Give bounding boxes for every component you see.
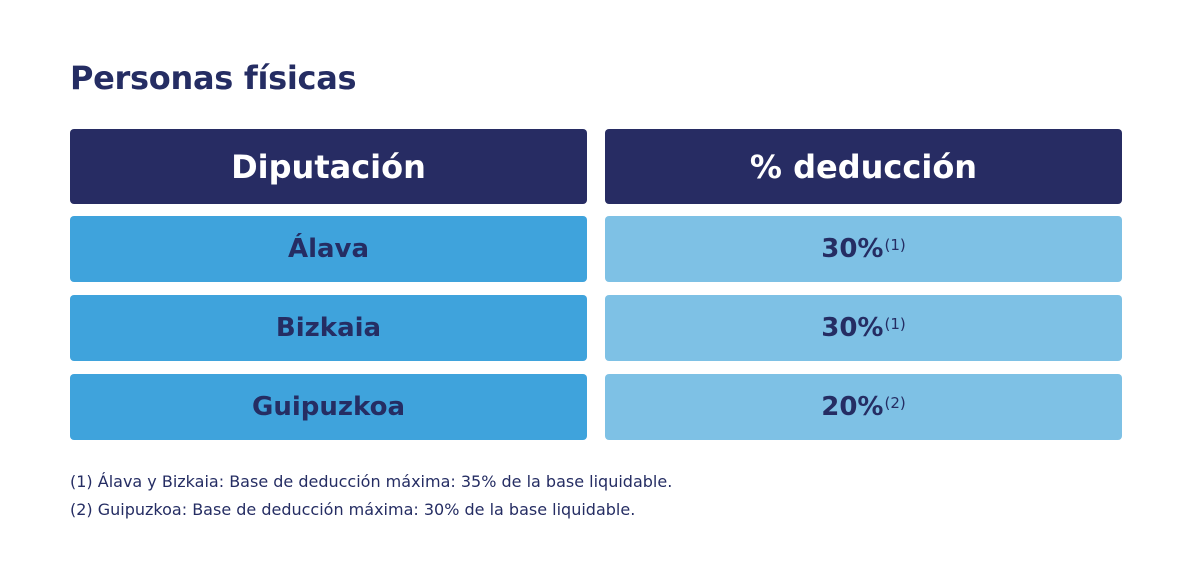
table-header-row: Diputación % deducción: [70, 129, 1122, 204]
deduction-cell: 30% (1): [605, 216, 1122, 282]
deduction-cell: 30% (1): [605, 295, 1122, 361]
footnote-1: (1) Álava y Bizkaia: Base de deducción m…: [70, 472, 673, 491]
header-diputacion: Diputación: [70, 129, 587, 204]
page-title: Personas físicas: [70, 59, 357, 97]
deduction-table: Diputación % deducción Álava 30% (1) Bizk…: [70, 129, 1122, 440]
deduction-value: 30%: [821, 313, 884, 343]
footnote-ref: (2): [884, 394, 906, 412]
footnotes: (1) Álava y Bizkaia: Base de deducción m…: [70, 468, 672, 524]
footnote-ref: (1): [884, 315, 906, 333]
header-deduccion: % deducción: [605, 129, 1122, 204]
footnote-2: (2) Guipuzkoa: Base de deducción máxima:…: [70, 500, 636, 519]
region-cell: Bizkaia: [70, 295, 587, 361]
region-cell: Álava: [70, 216, 587, 282]
table-row: Guipuzkoa 20% (2): [70, 374, 1122, 440]
deduction-value: 30%: [821, 234, 884, 264]
deduction-cell: 20% (2): [605, 374, 1122, 440]
region-cell: Guipuzkoa: [70, 374, 587, 440]
table-row: Bizkaia 30% (1): [70, 295, 1122, 361]
table-row: Álava 30% (1): [70, 216, 1122, 282]
footnote-ref: (1): [884, 236, 906, 254]
deduction-value: 20%: [821, 392, 884, 422]
